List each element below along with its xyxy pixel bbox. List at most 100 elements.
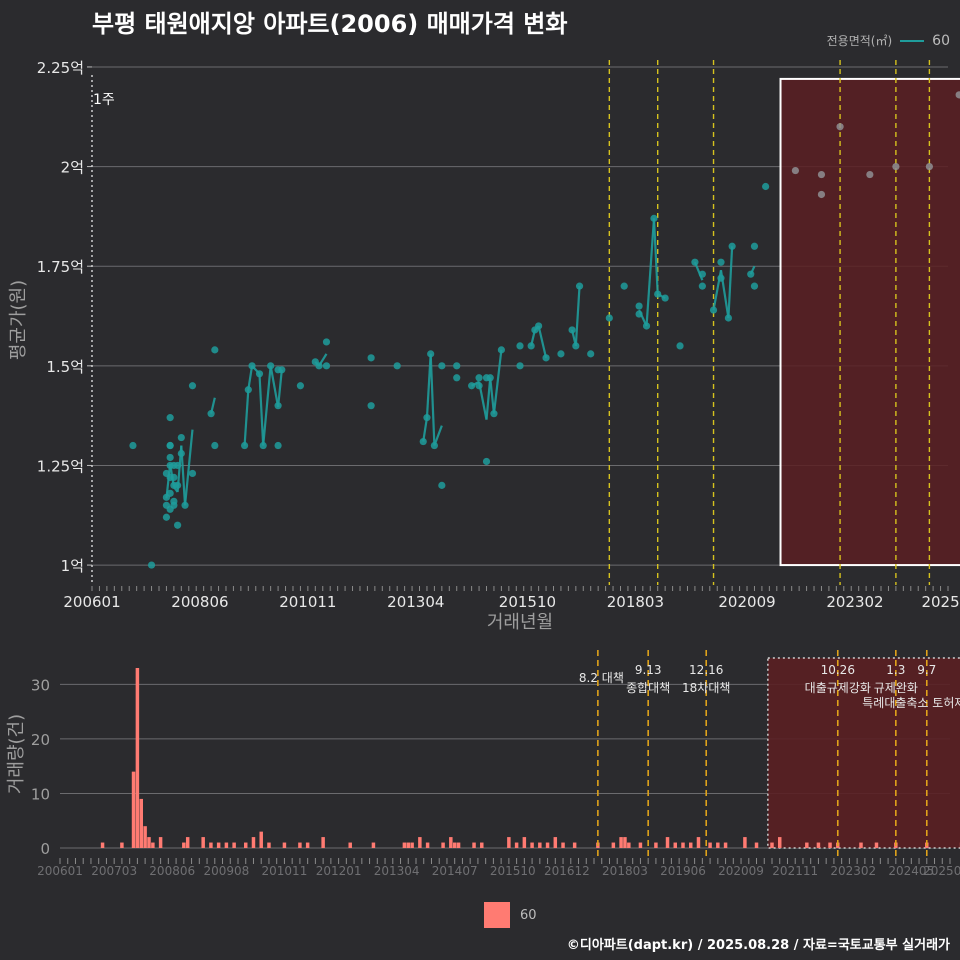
legend-item-label: 60 (932, 32, 950, 49)
volume-bar (522, 837, 527, 848)
x-tick-label: 201304 (374, 864, 420, 878)
data-point (367, 402, 375, 410)
x-tick-label: 200601 (37, 864, 83, 878)
legend-line-swatch (900, 39, 925, 42)
data-point (568, 326, 576, 334)
data-point (709, 306, 718, 314)
volume-bar (224, 842, 229, 848)
data-point (497, 346, 505, 354)
data-point (453, 374, 461, 382)
data-point (244, 386, 252, 394)
y-tick-label: 30 (31, 676, 50, 694)
data-point (836, 123, 844, 131)
volume-bar (259, 831, 263, 848)
x-tick-label: 2025 (921, 593, 959, 611)
x-tick-label: 201304 (387, 593, 444, 611)
y-tick-label: 20 (31, 731, 50, 749)
data-point (453, 362, 461, 370)
data-point (255, 370, 264, 378)
volume-bar (805, 842, 809, 848)
data-point (661, 294, 669, 302)
series-line-segment (485, 377, 492, 420)
volume-bar (402, 842, 407, 848)
x-tick-label: 201803 (602, 864, 648, 878)
volume-bar (828, 842, 832, 848)
data-point (468, 382, 476, 390)
data-point (367, 354, 375, 362)
data-point (166, 489, 174, 497)
data-point (147, 561, 156, 569)
data-point (516, 342, 524, 350)
y-axis-title: 평균가(원) (8, 280, 29, 360)
credit-text: ©디아파트(dapt.kr) / 2025.08.28 / 자료=국토교통부 실… (566, 938, 950, 953)
data-point (211, 441, 219, 450)
data-point (274, 402, 282, 410)
policy-name-label: 종합대책 (626, 680, 670, 695)
policy-name-label: 18차대책 (682, 680, 730, 695)
y-tick-label: 2.25억 (37, 59, 84, 77)
x-tick-label: 201510 (490, 864, 536, 878)
policy-name-label: 특례대출축소 토허제 해제 (862, 696, 960, 710)
volume-bar (282, 842, 287, 848)
data-point (162, 513, 171, 521)
data-point (817, 170, 826, 179)
data-point (174, 521, 182, 529)
x-tick-label: 201011 (279, 593, 336, 611)
data-point (691, 258, 699, 266)
data-point (129, 441, 137, 450)
series-line-segment (262, 365, 272, 446)
volume-bar (185, 837, 190, 848)
data-point (750, 282, 759, 290)
volume-bar (708, 842, 712, 848)
volume-bar (665, 837, 670, 848)
volume-bar (754, 842, 759, 848)
y-tick-label: 2억 (61, 159, 84, 177)
data-point (322, 338, 331, 346)
volume-bar (267, 842, 271, 848)
data-point (419, 437, 427, 446)
volume-bar (716, 842, 720, 848)
x-tick-label: 202302 (830, 864, 876, 878)
x-tick-label: 200601 (63, 593, 120, 611)
volume-bar (139, 798, 144, 848)
policy-date-label: 9.7 (917, 663, 936, 677)
x-tick-label: 201906 (660, 864, 706, 878)
data-point (174, 461, 182, 470)
data-point (557, 350, 565, 358)
data-point (717, 258, 725, 266)
volume-bar (251, 837, 256, 848)
volume-bar (216, 842, 221, 848)
x-tick-label: 201612 (544, 864, 590, 878)
bar-legend-swatch (484, 902, 510, 928)
price-panel: 1억 1.25억 1.5억 1.75억 2억 2.25억 200601 200806 20101… (8, 59, 960, 633)
volume-bar (410, 842, 414, 848)
volume-bar (452, 842, 457, 848)
data-point (620, 282, 628, 290)
volume-bar (182, 842, 186, 848)
volume-bar (545, 842, 550, 848)
data-point (542, 354, 550, 362)
bar-legend-label: 60 (520, 907, 537, 923)
series-line-segment (727, 246, 734, 319)
volume-bar (696, 837, 701, 848)
volume-bar (688, 842, 693, 848)
series-line-segment (276, 369, 283, 408)
series-line-segment (489, 377, 496, 414)
data-point (274, 441, 282, 450)
data-point (475, 374, 483, 382)
data-point (438, 481, 446, 489)
series-line-segment (537, 325, 548, 359)
data-point (817, 190, 826, 199)
volume-bar (232, 842, 236, 848)
x-tick-label: 200806 (149, 864, 195, 878)
data-point (955, 91, 960, 99)
volume-bar (638, 842, 643, 848)
x-tick-label: 201407 (432, 864, 478, 878)
data-point (181, 501, 189, 509)
volume-bar (321, 837, 325, 848)
data-point (698, 270, 706, 278)
data-point (650, 214, 658, 222)
data-point (438, 362, 446, 370)
x-tick-label: 202302 (826, 593, 883, 611)
volume-bar (507, 837, 511, 848)
